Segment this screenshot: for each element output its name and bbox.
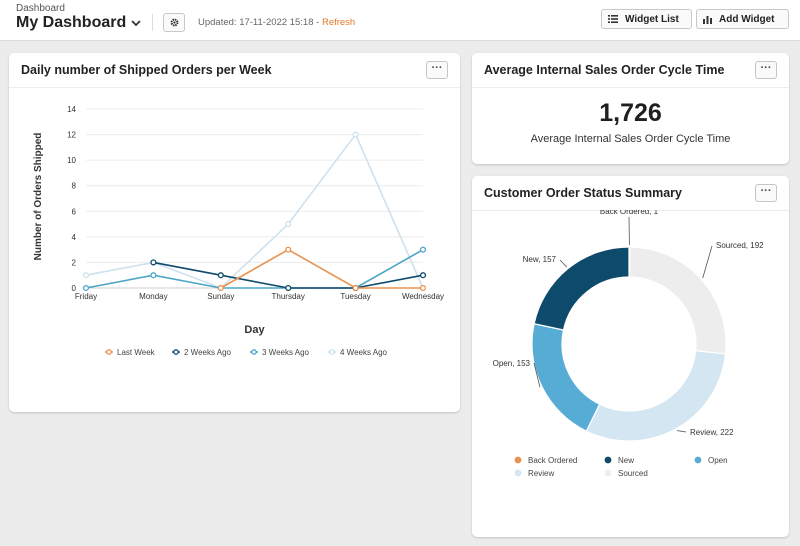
- kpi-value: 1,726: [599, 99, 662, 127]
- data-point: [150, 259, 157, 266]
- data-point: [82, 284, 90, 292]
- slice-label: Back Ordered, 1: [600, 210, 659, 216]
- x-tick-label: Wednesday: [402, 292, 444, 301]
- widget-title: Average Internal Sales Order Cycle Time: [484, 63, 725, 77]
- slice-label: Sourced, 192: [716, 241, 764, 250]
- widget-list-button[interactable]: Widget List: [601, 9, 692, 29]
- series-line: [85, 132, 424, 289]
- slice-label: New, 157: [523, 255, 557, 264]
- refresh-link[interactable]: Refresh: [321, 17, 356, 28]
- more-options-button[interactable]: ···: [426, 61, 448, 79]
- breadcrumb[interactable]: Dashboard: [16, 3, 65, 14]
- legend-swatch: [604, 469, 612, 477]
- y-tick-label: 2: [72, 258, 77, 267]
- data-point: [217, 284, 224, 292]
- y-tick-label: 0: [72, 284, 77, 293]
- order-status-widget: Customer Order Status Summary ··· Back O…: [472, 176, 789, 537]
- chevron-down-icon[interactable]: [130, 16, 142, 30]
- cycle-time-widget: Average Internal Sales Order Cycle Time …: [472, 53, 789, 164]
- slice-label: Open, 153: [493, 359, 531, 368]
- dashboard-title[interactable]: My Dashboard: [16, 14, 127, 31]
- data-point: [150, 272, 157, 279]
- legend-marker-dot: [173, 349, 179, 355]
- leader-line: [677, 430, 687, 433]
- widget-header-divider: [472, 210, 789, 211]
- y-tick-label: 8: [72, 182, 77, 191]
- legend-swatch: [514, 469, 522, 477]
- data-point: [419, 272, 427, 279]
- donut-chart: Back Ordered, 1 Sourced, 192 Review, 222 Op…: [493, 210, 765, 478]
- x-tick-label: Monday: [139, 292, 167, 301]
- legend-label: Open: [708, 456, 728, 465]
- top-bar: Dashboard My Dashboard Updated: 17-11-20…: [0, 0, 800, 41]
- x-tick-label: Sunday: [207, 292, 234, 301]
- legend-label: New: [618, 456, 634, 465]
- widget-title: Customer Order Status Summary: [484, 186, 682, 200]
- last-updated-text: Updated: 17-11-2022 15:18 - Refresh: [198, 17, 355, 28]
- y-tick-label: 4: [72, 233, 77, 242]
- leader-line: [559, 259, 568, 268]
- gear-icon: [170, 18, 178, 27]
- leader-line: [702, 245, 713, 279]
- widget-header-divider: [9, 87, 460, 88]
- bar-chart-icon: [703, 15, 712, 24]
- legend-swatch: [514, 456, 522, 464]
- divider: [152, 14, 153, 31]
- leader-line: [533, 362, 541, 388]
- slice-label: Review, 222: [690, 428, 734, 437]
- legend-marker-dot: [251, 349, 257, 355]
- shipped-orders-widget: Daily number of Shipped Orders per Week …: [9, 53, 460, 412]
- donut-slice: [628, 246, 727, 355]
- legend-swatch: [604, 456, 612, 464]
- widget-header-divider: [472, 87, 789, 88]
- legend-label: 3 Weeks Ago: [262, 348, 310, 357]
- x-tick-label: Tuesday: [340, 292, 370, 301]
- data-point: [285, 221, 292, 228]
- settings-button[interactable]: [163, 13, 185, 32]
- more-options-button[interactable]: ···: [755, 61, 777, 79]
- y-tick-label: 10: [67, 156, 76, 165]
- widget-list-label: Widget List: [625, 13, 679, 25]
- y-axis-label: Number of Orders Shipped: [33, 133, 44, 261]
- list-icon: [608, 15, 618, 23]
- legend-label: Sourced: [618, 469, 648, 478]
- data-point: [285, 284, 292, 292]
- widget-title: Daily number of Shipped Orders per Week: [21, 63, 272, 77]
- series-line: [153, 261, 424, 289]
- more-options-button[interactable]: ···: [755, 184, 777, 202]
- line-chart: 0 2 4 6 8 10 12 14 Friday Monday Sunday Thursday Tue…: [33, 105, 444, 357]
- x-tick-label: Friday: [75, 292, 97, 301]
- data-point: [419, 246, 427, 253]
- data-point: [419, 284, 427, 292]
- legend-label: 2 Weeks Ago: [184, 348, 232, 357]
- y-tick-label: 14: [67, 105, 76, 114]
- y-tick-label: 6: [72, 207, 77, 216]
- kpi-label: Average Internal Sales Order Cycle Time: [530, 133, 731, 145]
- data-point: [285, 246, 292, 253]
- legend-marker-dot: [106, 349, 112, 355]
- legend-label: Last Week: [117, 348, 156, 357]
- legend-marker-dot: [329, 349, 335, 355]
- updated-timestamp: Updated: 17-11-2022 15:18 -: [198, 17, 322, 28]
- legend-swatch: [694, 456, 702, 464]
- data-point: [352, 284, 359, 292]
- series-line: [85, 248, 424, 289]
- legend-label: Back Ordered: [528, 456, 577, 465]
- y-tick-label: 12: [67, 131, 76, 140]
- data-point: [82, 272, 90, 279]
- donut-slice: [533, 246, 630, 331]
- x-axis-label: Day: [244, 324, 265, 336]
- add-widget-button[interactable]: Add Widget: [696, 9, 789, 29]
- legend-label: 4 Weeks Ago: [340, 348, 388, 357]
- legend-label: Review: [528, 469, 554, 478]
- series-line: [220, 248, 423, 289]
- donut-slice: [531, 323, 601, 432]
- add-widget-label: Add Widget: [719, 13, 775, 25]
- data-point: [217, 272, 224, 279]
- x-tick-label: Thursday: [272, 292, 305, 301]
- data-point: [352, 131, 359, 138]
